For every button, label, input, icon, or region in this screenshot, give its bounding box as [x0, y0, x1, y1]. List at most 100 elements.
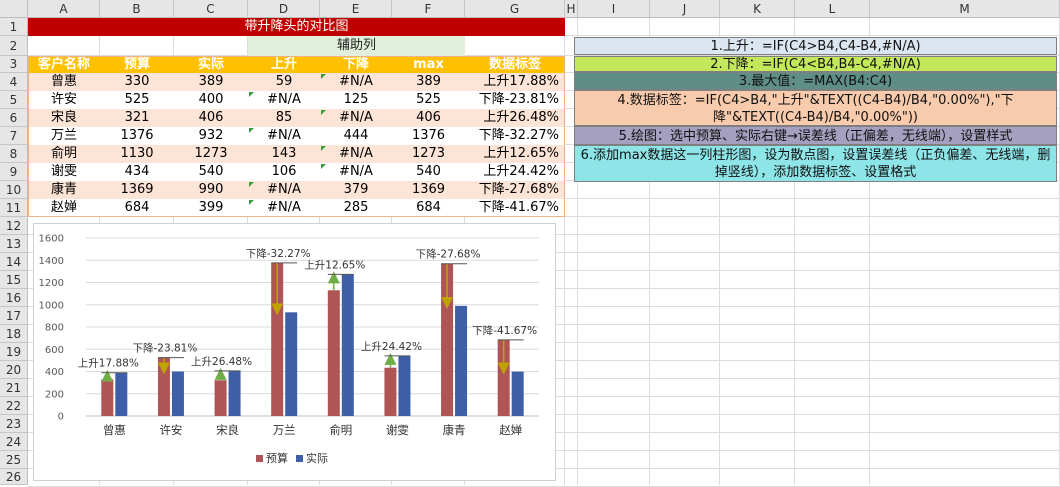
table-cell[interactable]: 444: [320, 127, 392, 145]
column-header-e[interactable]: E: [320, 0, 392, 18]
table-header-cell[interactable]: 实际: [174, 56, 248, 73]
row-header-26[interactable]: 26: [0, 469, 28, 485]
table-cell[interactable]: 540: [392, 163, 465, 181]
table-cell[interactable]: 1130: [100, 145, 174, 163]
table-header-cell[interactable]: 客户名称: [28, 56, 100, 73]
row-header-2[interactable]: 2: [0, 36, 28, 56]
row-header-4[interactable]: 4: [0, 73, 28, 91]
row-header-10[interactable]: 10: [0, 181, 28, 199]
row-header-16[interactable]: 16: [0, 289, 28, 307]
table-cell[interactable]: 下降-32.27%: [465, 127, 565, 145]
table-cell[interactable]: 上升24.42%: [465, 163, 565, 181]
row-header-21[interactable]: 21: [0, 379, 28, 397]
table-cell[interactable]: 1376: [392, 127, 465, 145]
table-cell[interactable]: 1273: [392, 145, 465, 163]
row-header-12[interactable]: 12: [0, 217, 28, 235]
row-header-22[interactable]: 22: [0, 397, 28, 415]
customer-name-cell[interactable]: 曾惠: [28, 73, 100, 91]
formula-note-5[interactable]: 5.绘图：选中预算、实际右键→误差线（正偏差，无线端），设置样式: [574, 126, 1057, 145]
table-cell[interactable]: 85: [248, 109, 320, 127]
column-header-h[interactable]: H: [565, 0, 578, 18]
table-cell[interactable]: 1273: [174, 145, 248, 163]
table-cell[interactable]: 389: [174, 73, 248, 91]
table-cell[interactable]: 1376: [100, 127, 174, 145]
row-header-17[interactable]: 17: [0, 307, 28, 325]
row-header-6[interactable]: 6: [0, 109, 28, 127]
table-cell[interactable]: #N/A: [248, 91, 320, 109]
customer-name-cell[interactable]: 谢雯: [28, 163, 100, 181]
table-cell[interactable]: 上升12.65%: [465, 145, 565, 163]
row-header-1[interactable]: 1: [0, 18, 28, 36]
table-cell[interactable]: 330: [100, 73, 174, 91]
table-cell[interactable]: 106: [248, 163, 320, 181]
table-cell[interactable]: 400: [174, 91, 248, 109]
column-header-k[interactable]: K: [720, 0, 795, 18]
table-cell[interactable]: 434: [100, 163, 174, 181]
table-header-cell[interactable]: 上升: [248, 56, 320, 73]
customer-name-cell[interactable]: 宋良: [28, 109, 100, 127]
row-header-19[interactable]: 19: [0, 343, 28, 361]
table-header-cell[interactable]: 下降: [320, 56, 392, 73]
table-cell[interactable]: 1369: [392, 181, 465, 199]
table-cell[interactable]: 990: [174, 181, 248, 199]
table-header-cell[interactable]: 数据标签: [465, 56, 565, 73]
table-cell[interactable]: 525: [392, 91, 465, 109]
column-header-a[interactable]: A: [28, 0, 100, 18]
row-header-11[interactable]: 11: [0, 199, 28, 217]
row-header-25[interactable]: 25: [0, 451, 28, 469]
table-cell[interactable]: #N/A: [248, 199, 320, 217]
table-cell[interactable]: 下降-23.81%: [465, 91, 565, 109]
table-cell[interactable]: 399: [174, 199, 248, 217]
table-cell[interactable]: 321: [100, 109, 174, 127]
row-header-14[interactable]: 14: [0, 253, 28, 271]
row-header-15[interactable]: 15: [0, 271, 28, 289]
table-cell[interactable]: 932: [174, 127, 248, 145]
table-cell[interactable]: #N/A: [248, 127, 320, 145]
comparison-chart[interactable]: 0 200 400 600 800 1000 1200 1400 1600 上升17.88% 曾惠 下…: [33, 223, 556, 481]
table-cell[interactable]: 684: [392, 199, 465, 217]
table-cell[interactable]: 上升26.48%: [465, 109, 565, 127]
formula-note-3[interactable]: 3.最大值：=MAX(B4:C4): [574, 72, 1057, 90]
customer-name-cell[interactable]: 俞明: [28, 145, 100, 163]
row-header-5[interactable]: 5: [0, 91, 28, 109]
customer-name-cell[interactable]: 赵婵: [28, 199, 100, 217]
formula-note-4[interactable]: 4.数据标签：=IF(C4>B4,"上升"&TEXT((C4-B4)/B4,"0…: [574, 90, 1057, 126]
formula-note-1[interactable]: 1.上升：=IF(C4>B4,C4-B4,#N/A): [574, 37, 1057, 55]
table-cell[interactable]: 379: [320, 181, 392, 199]
table-cell[interactable]: #N/A: [320, 163, 392, 181]
table-cell[interactable]: #N/A: [320, 145, 392, 163]
row-header-8[interactable]: 8: [0, 145, 28, 163]
table-cell[interactable]: 285: [320, 199, 392, 217]
table-cell[interactable]: 下降-27.68%: [465, 181, 565, 199]
table-cell[interactable]: 389: [392, 73, 465, 91]
table-cell[interactable]: 125: [320, 91, 392, 109]
table-cell[interactable]: 525: [100, 91, 174, 109]
table-cell[interactable]: 1369: [100, 181, 174, 199]
customer-name-cell[interactable]: 康青: [28, 181, 100, 199]
table-header-cell[interactable]: max: [392, 56, 465, 73]
formula-note-2[interactable]: 2.下降：=IF(C4<B4,B4-C4,#N/A): [574, 56, 1057, 72]
table-cell[interactable]: #N/A: [320, 73, 392, 91]
row-header-23[interactable]: 23: [0, 415, 28, 433]
table-cell[interactable]: 下降-41.67%: [465, 199, 565, 217]
table-cell[interactable]: 143: [248, 145, 320, 163]
column-header-c[interactable]: C: [174, 0, 248, 18]
column-header-f[interactable]: F: [392, 0, 465, 18]
row-header-7[interactable]: 7: [0, 127, 28, 145]
table-cell[interactable]: 406: [392, 109, 465, 127]
table-cell[interactable]: #N/A: [248, 181, 320, 199]
row-header-13[interactable]: 13: [0, 235, 28, 253]
row-header-9[interactable]: 9: [0, 163, 28, 181]
column-header-l[interactable]: L: [795, 0, 870, 18]
formula-note-6[interactable]: 6.添加max数据这一列柱形图，设为散点图，设置误差线（正负偏差、无线端，删掉竖…: [574, 145, 1057, 182]
column-header-g[interactable]: G: [465, 0, 565, 18]
customer-name-cell[interactable]: 许安: [28, 91, 100, 109]
sheet-title[interactable]: 带升降头的对比图: [28, 18, 565, 36]
table-cell[interactable]: 上升17.88%: [465, 73, 565, 91]
table-cell[interactable]: #N/A: [320, 109, 392, 127]
table-cell[interactable]: 406: [174, 109, 248, 127]
select-all-corner[interactable]: [0, 0, 28, 18]
table-cell[interactable]: 540: [174, 163, 248, 181]
column-header-j[interactable]: J: [650, 0, 720, 18]
column-header-b[interactable]: B: [100, 0, 174, 18]
